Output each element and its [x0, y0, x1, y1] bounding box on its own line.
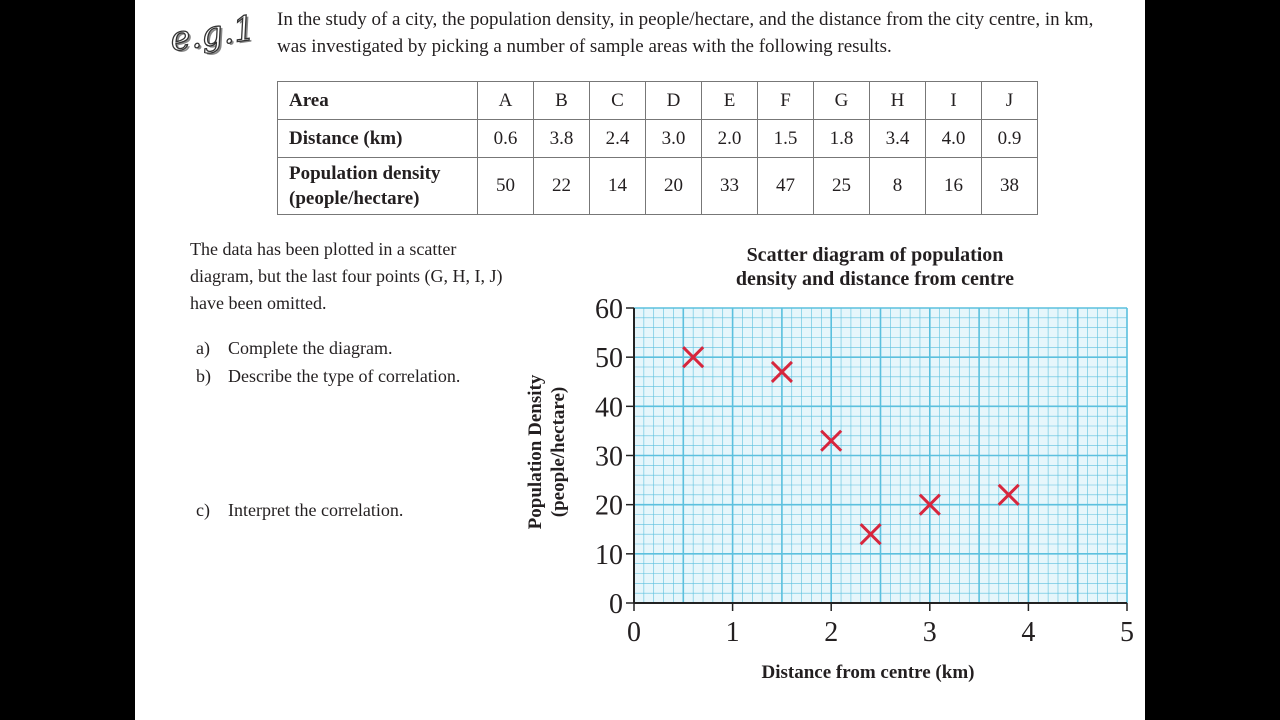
y-tick-label: 60	[595, 294, 623, 325]
question-a: a) Complete the diagram.	[196, 338, 392, 359]
row-header: Population density (people/hectare)	[277, 157, 478, 215]
cell: A	[477, 81, 534, 120]
question-text: Complete the diagram.	[228, 338, 393, 358]
question-letter: c)	[196, 500, 210, 520]
x-tick-label: 3	[923, 617, 937, 648]
cell: 50	[477, 157, 534, 215]
x-axis-label: Distance from centre (km)	[762, 662, 975, 683]
instruction-text: The data has been plotted in a scatter d…	[190, 239, 503, 313]
cell: H	[869, 81, 926, 120]
point-marker-stroke	[859, 523, 882, 546]
x-tick-label: 0	[627, 617, 641, 648]
data-point	[682, 346, 705, 369]
cell: 2.4	[589, 119, 646, 158]
point-marker-stroke	[918, 493, 941, 516]
question-c: c) Interpret the correlation.	[196, 500, 403, 521]
table-row: Population density (people/hectare) 50 22…	[277, 157, 1038, 215]
y-tick-label: 20	[595, 491, 623, 522]
cell: 4.0	[925, 119, 982, 158]
y-tick-label: 40	[595, 392, 623, 423]
point-marker-stroke	[820, 429, 843, 452]
cell: D	[645, 81, 702, 120]
cell: C	[589, 81, 646, 120]
y-tick-label: 0	[609, 589, 623, 620]
cell: J	[981, 81, 1038, 120]
y-tick-label: 50	[595, 343, 623, 374]
row-header: Distance (km)	[277, 119, 478, 158]
table-row: Distance (km) 0.6 3.8 2.4 3.0 2.0 1.5 1.…	[277, 119, 1038, 158]
chart-title: density and distance from centre	[736, 268, 1014, 290]
intro-text: In the study of a city, the population d…	[277, 9, 1094, 57]
cell: B	[533, 81, 590, 120]
y-axis-label: (people/hectare)	[548, 387, 569, 518]
cell: G	[813, 81, 870, 120]
cell: 20	[645, 157, 702, 215]
data-point	[859, 523, 882, 546]
cell: 0.6	[477, 119, 534, 158]
table-row: Area A B C D E F G H I J	[277, 81, 1038, 120]
x-tick-label: 2	[824, 617, 838, 648]
question-text: Interpret the correlation.	[228, 500, 404, 520]
data-point	[997, 483, 1020, 506]
chart-title: Scatter diagram of population	[747, 244, 1004, 266]
question-b: b) Describe the type of correlation.	[196, 366, 460, 387]
row-header: Area	[277, 81, 478, 120]
cell: I	[925, 81, 982, 120]
x-tick-label: 1	[726, 617, 740, 648]
question-letter: b)	[196, 366, 211, 386]
cell: 1.5	[757, 119, 814, 158]
data-point	[820, 429, 843, 452]
y-tick-label: 10	[595, 540, 623, 571]
cell: F	[757, 81, 814, 120]
data-point	[770, 360, 793, 383]
cell: 25	[813, 157, 870, 215]
data-point	[918, 493, 941, 516]
question-text: Describe the type of correlation.	[228, 366, 461, 386]
data-table: Area A B C D E F G H I J Distance (km) 0…	[277, 81, 1038, 215]
point-marker-stroke	[682, 346, 705, 369]
cell: 47	[757, 157, 814, 215]
question-letter: a)	[196, 338, 210, 358]
cell: 16	[925, 157, 982, 215]
y-axis-label: Population Density	[525, 374, 546, 529]
y-tick-label: 30	[595, 442, 623, 473]
cell: 3.8	[533, 119, 590, 158]
point-marker-stroke	[770, 360, 793, 383]
cell: 38	[981, 157, 1038, 215]
point-marker-stroke	[997, 483, 1020, 506]
x-tick-label: 5	[1120, 617, 1134, 648]
x-tick-label: 4	[1021, 617, 1035, 648]
cell: E	[701, 81, 758, 120]
cell: 0.9	[981, 119, 1038, 158]
